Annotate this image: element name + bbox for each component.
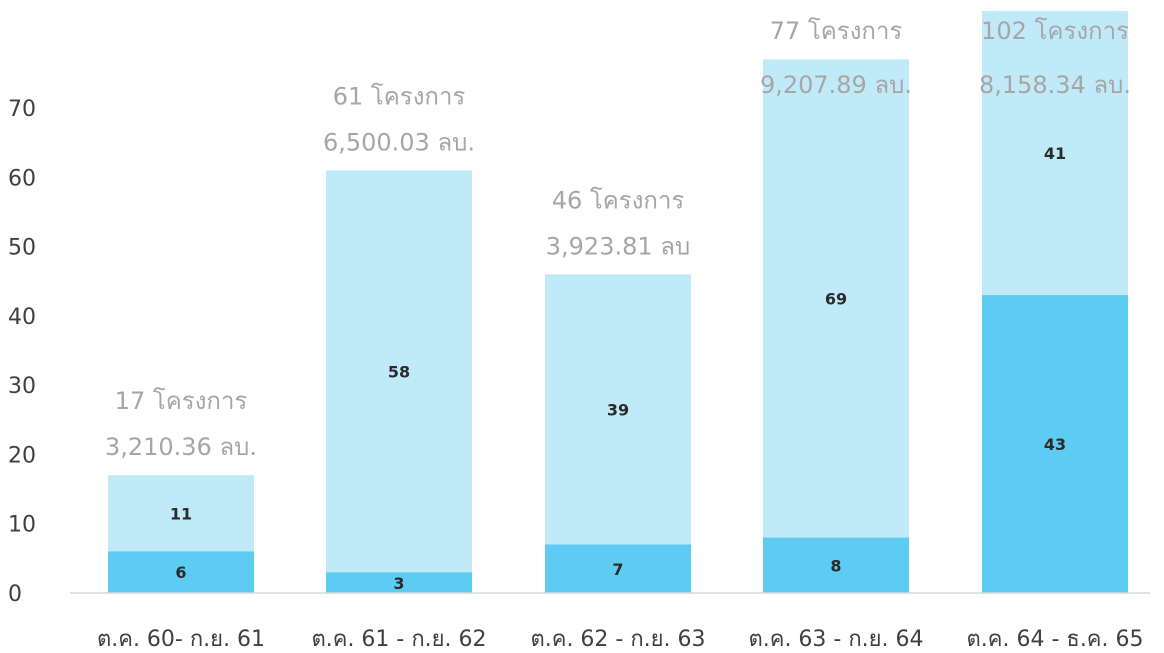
data-label-upper: 58: [388, 362, 410, 381]
bar-annotations: 17 โครงการ 3,210.36 ลบ. 61 โครงการ 6,500.03…: [105, 17, 1131, 461]
y-tick-label: 70: [8, 97, 36, 122]
annotation-budget: 8,158.34 ลบ.: [979, 71, 1131, 99]
bar-segment-upper: [108, 475, 254, 552]
data-label-upper: 41: [1044, 144, 1066, 163]
bar-segment-lower: [982, 295, 1128, 593]
data-label-upper: 11: [170, 504, 192, 523]
bar-segment-upper: [326, 170, 472, 573]
x-category-label: ต.ค. 62 - ก.ย. 63: [530, 627, 705, 652]
y-tick-label: 40: [8, 305, 36, 330]
annotation-project-count: 61 โครงการ: [333, 82, 466, 110]
bar-segment-lower: [108, 551, 254, 593]
bar-segment-upper: [982, 11, 1128, 296]
y-axis: 0 10 20 30 40 50 60 70: [8, 97, 36, 607]
bar-segment-lower: [545, 544, 691, 593]
annotation-project-count: 46 โครงการ: [552, 186, 685, 214]
bar-segment-upper: [763, 59, 909, 538]
x-axis: ต.ค. 60- ก.ย. 61 ต.ค. 61 - ก.ย. 62 ต.ค. 62…: [70, 592, 1150, 652]
y-tick-label: 30: [8, 374, 36, 399]
bar-segment-lower: [763, 537, 909, 593]
bar-segment-lower: [326, 572, 472, 593]
annotation-budget: 9,207.89 ลบ.: [760, 71, 912, 99]
annotation-budget: 6,500.03 ลบ.: [323, 128, 475, 156]
data-label-upper: 39: [607, 400, 629, 419]
data-label-lower: 8: [830, 556, 841, 575]
annotation-project-count: 77 โครงการ: [770, 17, 903, 45]
data-label-lower: 3: [393, 574, 404, 593]
x-category-label: ต.ค. 63 - ก.ย. 64: [748, 627, 923, 652]
y-tick-label: 20: [8, 443, 36, 468]
data-label-lower: 43: [1044, 435, 1066, 454]
bars: 6 11 3 58 7 39 8 69 43 41: [108, 11, 1128, 593]
annotation-budget: 3,210.36 ลบ.: [105, 433, 257, 461]
x-category-label: ต.ค. 60- ก.ย. 61: [97, 627, 265, 652]
annotation-project-count: 102 โครงการ: [981, 17, 1129, 45]
x-category-label: ต.ค. 61 - ก.ย. 62: [311, 627, 486, 652]
y-tick-label: 0: [8, 582, 22, 607]
bar-segment-upper: [545, 274, 691, 545]
y-tick-label: 50: [8, 236, 36, 261]
annotation-budget: 3,923.81 ลบ: [546, 232, 690, 260]
data-label-upper: 69: [825, 290, 847, 309]
x-category-label: ต.ค. 64 - ธ.ค. 65: [966, 627, 1143, 652]
data-label-lower: 6: [175, 563, 186, 582]
y-tick-label: 10: [8, 513, 36, 538]
data-label-lower: 7: [612, 560, 623, 579]
y-tick-label: 60: [8, 166, 36, 191]
annotation-project-count: 17 โครงการ: [115, 387, 248, 415]
